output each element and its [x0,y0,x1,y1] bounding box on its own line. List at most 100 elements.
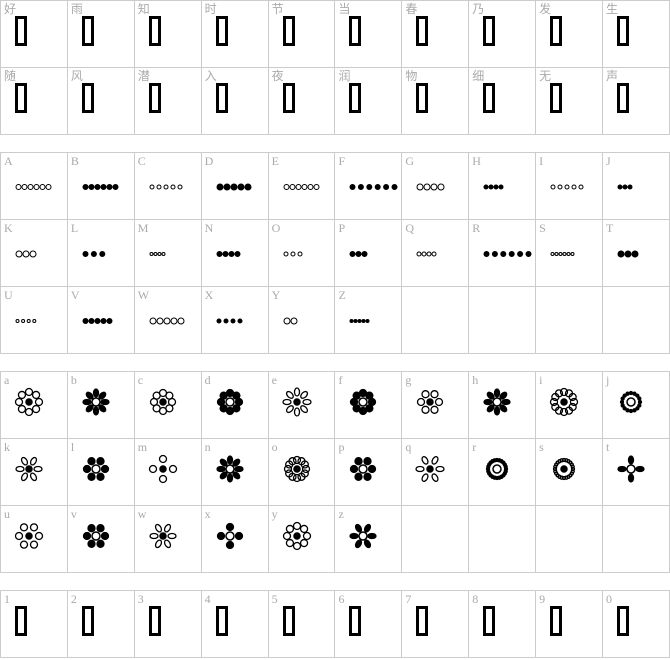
missing-glyph-box [81,16,94,46]
ornament-mark [296,472,306,481]
ornament-mark [92,406,100,416]
ornament-mark [559,407,569,417]
glyph-cell: w [133,505,202,573]
ornament-mark [508,251,515,257]
glyph-row: K L M N O P Q R S T [0,219,670,287]
ornament-mark [355,539,363,549]
glyph-cell: 5 [267,590,336,658]
ornament-mark [153,252,158,256]
ornament-mark [632,391,637,396]
glyph-label: 6 [338,592,345,606]
ornament-mark [45,184,52,190]
ornament-mark [562,252,567,256]
ornament-mark [354,472,364,481]
ornament-mark [154,523,162,533]
ornament-mark [492,251,499,257]
glyph-cell: M [133,219,202,287]
ornament-mark [364,523,372,533]
ornament-mark [20,472,29,482]
glyph-label: 随 [4,69,17,83]
ornament-mark [232,458,241,467]
ornament-mark [285,405,294,414]
ornament-center [91,531,101,541]
ornament-mark [226,473,233,483]
glyph-cell: 0 [602,590,670,658]
ornament-mark [94,184,101,190]
ornament-center [426,398,435,406]
missing-glyph-box [483,606,496,636]
radial-ornament-glyph [552,457,576,481]
ornament-mark [355,251,362,257]
ornament-center [626,397,636,407]
glyph-label: v [70,507,77,521]
glyph-cell: b [66,371,135,439]
glyph-label: q [405,440,412,454]
ornament-center [224,531,235,541]
ornament-mark [96,524,105,533]
ornament-center [292,532,301,540]
ornament-mark [82,464,92,474]
radial-ornament-glyph [350,457,377,481]
glyph-cell: 细 [468,67,537,135]
ornament-mark [177,317,185,325]
glyph-cell: 风 [66,67,135,135]
border-ornament-glyph [416,251,437,257]
border-ornament-glyph [416,183,445,191]
ornament-mark [27,184,34,190]
ornament-mark [500,251,507,257]
glyph-cell: 入 [200,67,269,135]
glyph-cell: j [602,371,670,439]
border-ornament-glyph [216,183,252,191]
ornament-mark [283,464,292,474]
ornament-mark [149,532,159,540]
ornament-mark [158,474,167,484]
ornament-mark [619,399,625,405]
ornament-mark [499,404,508,413]
ornament-mark [177,184,183,190]
missing-glyph-box [550,606,563,636]
ornament-mark [559,387,569,397]
ornament-mark [237,183,245,191]
glyph-label: 风 [70,69,83,83]
glyph-cell: k [0,438,68,506]
glyph-cell: 无 [535,67,604,135]
ornament-mark [31,404,41,414]
glyph-label: o [271,440,278,454]
ornament-mark [90,251,97,257]
ornament-mark [486,404,495,413]
missing-glyph-box [550,16,563,46]
glyph-label: L [70,221,79,235]
ornament-mark [17,390,27,400]
glyph-label: J [606,154,611,168]
ornament-mark [223,318,229,324]
ornament-mark [302,531,311,541]
ornament-mark [431,251,437,257]
ornament-mark [29,540,39,549]
missing-glyph-box [15,83,27,113]
missing-glyph-box [148,606,161,636]
radial-ornament-glyph [15,456,43,482]
ornament-mark [635,465,645,473]
ornament-mark [358,184,365,190]
glyph-label: e [271,373,277,387]
ornament-mark [19,540,29,549]
glyph-cell: J [602,152,670,220]
ornament-mark [566,252,571,256]
ornament-mark [431,456,439,465]
glyph-cell [602,286,670,354]
ornament-mark [167,532,177,540]
glyph-cell: 好 [0,0,68,68]
ornament-mark [20,456,29,466]
glyph-label: K [4,221,13,235]
ornament-mark [285,524,294,534]
radial-ornament-glyph [549,387,579,417]
glyph-label: 7 [405,592,412,606]
ornament-mark [620,403,625,408]
glyph-label: l [70,440,75,454]
ornament-mark [226,455,233,465]
glyph-cell: T [602,219,670,287]
radial-ornament-glyph [349,523,378,549]
glyph-cell: 生 [602,0,670,68]
radial-ornament-glyph [283,455,310,483]
glyph-label: E [271,154,279,168]
